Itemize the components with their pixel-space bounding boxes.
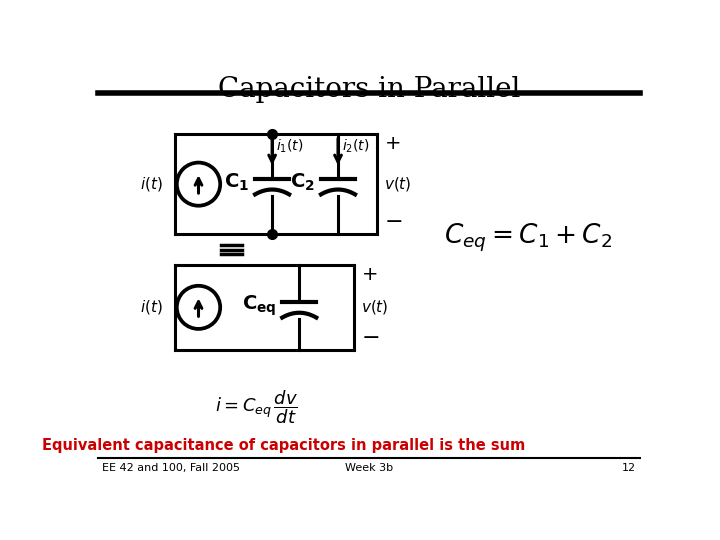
Text: $i(t)$: $i(t)$ [140, 175, 163, 193]
Text: $-$: $-$ [384, 211, 402, 231]
Text: $+$: $+$ [384, 134, 401, 153]
Text: Capacitors in Parallel: Capacitors in Parallel [218, 76, 520, 103]
Text: $i = C_{eq}\,\dfrac{dv}{dt}$: $i = C_{eq}\,\dfrac{dv}{dt}$ [215, 389, 298, 426]
Text: $i_1(t)$: $i_1(t)$ [276, 138, 303, 155]
Text: Equivalent capacitance of capacitors in parallel is the sum: Equivalent capacitance of capacitors in … [42, 438, 526, 453]
Text: $\mathbf{C_1}$: $\mathbf{C_1}$ [224, 172, 249, 193]
Text: $\mathbf{C_2}$: $\mathbf{C_2}$ [290, 172, 315, 193]
Text: 12: 12 [622, 463, 636, 473]
Text: EE 42 and 100, Fall 2005: EE 42 and 100, Fall 2005 [102, 463, 240, 473]
Text: $-$: $-$ [361, 326, 379, 346]
Text: $C_{eq} = C_1 + C_2$: $C_{eq} = C_1 + C_2$ [444, 222, 612, 254]
Text: $i(t)$: $i(t)$ [140, 298, 163, 316]
Text: $v(t)$: $v(t)$ [384, 175, 412, 193]
Text: Week 3b: Week 3b [345, 463, 393, 473]
Text: $+$: $+$ [361, 265, 377, 284]
Text: $\mathbf{C_{eq}}$: $\mathbf{C_{eq}}$ [242, 294, 276, 318]
Text: $i_2(t)$: $i_2(t)$ [342, 138, 369, 155]
Text: $v(t)$: $v(t)$ [361, 298, 389, 316]
